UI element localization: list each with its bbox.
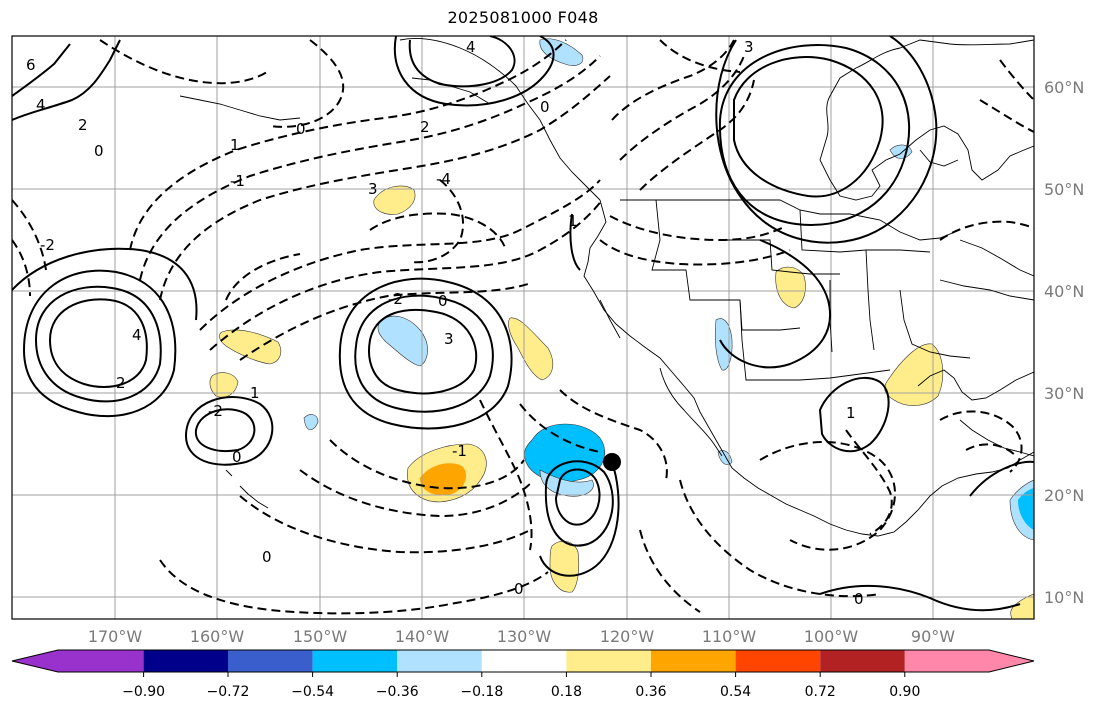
colorbar: −0.90 −0.72 −0.54 −0.36 −0.18 0.18 0.36 … bbox=[11, 649, 1035, 700]
contour-label: 1 bbox=[568, 212, 578, 230]
contour-label: 4 bbox=[132, 326, 142, 344]
lat-label: 50°N bbox=[1044, 180, 1084, 199]
lat-label: 20°N bbox=[1044, 486, 1084, 505]
colorbar-tick-label: 0.54 bbox=[720, 684, 751, 700]
contour-label: 2 bbox=[116, 374, 126, 392]
lon-label: 160°W bbox=[190, 627, 245, 646]
colorbar-segment bbox=[12, 650, 58, 672]
lon-label: 130°W bbox=[497, 627, 552, 646]
colorbar-tick-label: 0.18 bbox=[551, 684, 582, 700]
shade-lightblue bbox=[539, 38, 584, 66]
contour-label: -2 bbox=[388, 290, 403, 308]
shade-lightblue bbox=[303, 414, 319, 431]
shade-lightblue bbox=[539, 469, 594, 497]
colorbar-segment bbox=[566, 650, 651, 672]
contour-label: 4 bbox=[466, 38, 476, 56]
colorbar-segment bbox=[820, 650, 905, 672]
lat-label: 40°N bbox=[1044, 282, 1084, 301]
latitude-labels: 60°N 50°N 40°N 30°N 20°N 10°N bbox=[1044, 78, 1084, 607]
lat-label: 60°N bbox=[1044, 78, 1084, 97]
contour-label: 0 bbox=[262, 548, 272, 566]
colorbar-segment bbox=[481, 650, 567, 672]
colorbar-segment bbox=[651, 650, 736, 672]
lon-label: 100°W bbox=[804, 627, 859, 646]
contour-label: 4 bbox=[36, 96, 46, 114]
contour-label: -2 bbox=[40, 236, 55, 254]
shade-yellow bbox=[219, 329, 282, 365]
colorbar-tick-label: −0.90 bbox=[122, 684, 165, 700]
shade-blue bbox=[524, 423, 605, 483]
shade-yellow bbox=[775, 266, 806, 309]
colorbar-tick-label: −0.54 bbox=[291, 684, 334, 700]
shade-yellow bbox=[508, 317, 554, 381]
lon-label: 120°W bbox=[600, 627, 655, 646]
contour-label: 6 bbox=[26, 56, 36, 74]
colorbar-segment bbox=[735, 650, 821, 672]
colorbar-segment bbox=[397, 650, 482, 672]
contour-label: 0 bbox=[514, 580, 524, 598]
contour-label: 0 bbox=[854, 590, 864, 608]
plot-title: 2025081000 F048 bbox=[447, 8, 599, 27]
lon-label: 170°W bbox=[88, 627, 143, 646]
colorbar-tick-label: −0.36 bbox=[376, 684, 419, 700]
colorbar-segment bbox=[989, 650, 1034, 672]
lon-label: 140°W bbox=[395, 627, 450, 646]
contour-label: 1 bbox=[846, 404, 856, 422]
lat-label: 30°N bbox=[1044, 384, 1084, 403]
shade-yellow bbox=[1010, 593, 1034, 619]
shade-yellow bbox=[209, 372, 239, 398]
shade-lightblue bbox=[377, 315, 428, 367]
contour-label: 0 bbox=[296, 120, 306, 138]
contour-label: -4 bbox=[436, 170, 451, 188]
colorbar-segment bbox=[312, 650, 398, 672]
lat-label: 10°N bbox=[1044, 588, 1084, 607]
colorbar-tick-label: −0.72 bbox=[207, 684, 250, 700]
contour-label: 3 bbox=[368, 180, 378, 198]
contour-label: 0 bbox=[232, 448, 242, 466]
colorbar-segment bbox=[58, 650, 144, 672]
shade-yellow bbox=[549, 540, 580, 593]
colorbar-tick-label: −0.18 bbox=[460, 684, 503, 700]
colorbar-tick-label: 0.90 bbox=[889, 684, 920, 700]
contour-label: 3 bbox=[444, 330, 454, 348]
lon-label: 150°W bbox=[293, 627, 348, 646]
colorbar-segment bbox=[228, 650, 313, 672]
longitude-labels: 170°W 160°W 150°W 140°W 130°W 120°W 110°… bbox=[88, 627, 955, 646]
dashed-contour-lines bbox=[12, 39, 1034, 615]
shade-blue bbox=[1018, 488, 1034, 530]
map-frame bbox=[11, 35, 1035, 620]
lon-label: 110°W bbox=[702, 627, 757, 646]
colorbar-tick-label: 0.72 bbox=[805, 684, 836, 700]
contour-label-group: 6 4 2 0 1 4 3 0 2 0 -1 -2 3 -4 0 -2 4 3 … bbox=[26, 38, 864, 608]
contour-label: 2 bbox=[78, 116, 88, 134]
contour-label: 1 bbox=[230, 136, 240, 154]
colorbar-segment bbox=[143, 650, 228, 672]
colorbar-segment bbox=[904, 650, 989, 672]
contour-label: 0 bbox=[540, 98, 550, 116]
contour-label: 3 bbox=[744, 38, 754, 56]
contour-label: 0 bbox=[438, 292, 448, 310]
contour-label: -1 bbox=[230, 172, 245, 190]
graticule bbox=[12, 36, 1034, 619]
lon-label: 90°W bbox=[911, 627, 955, 646]
contour-label: 0 bbox=[94, 142, 104, 160]
colorbar-tick-label: 0.36 bbox=[635, 684, 666, 700]
contour-label: 2 bbox=[420, 118, 430, 136]
colorbar-outline bbox=[11, 649, 1035, 673]
contour-label: -2 bbox=[208, 402, 223, 420]
contour-label: -1 bbox=[452, 442, 467, 460]
contour-lines bbox=[12, 36, 1034, 612]
shade-yellow bbox=[373, 185, 416, 215]
storm-marker bbox=[603, 453, 621, 471]
contour-label: 1 bbox=[250, 384, 260, 402]
